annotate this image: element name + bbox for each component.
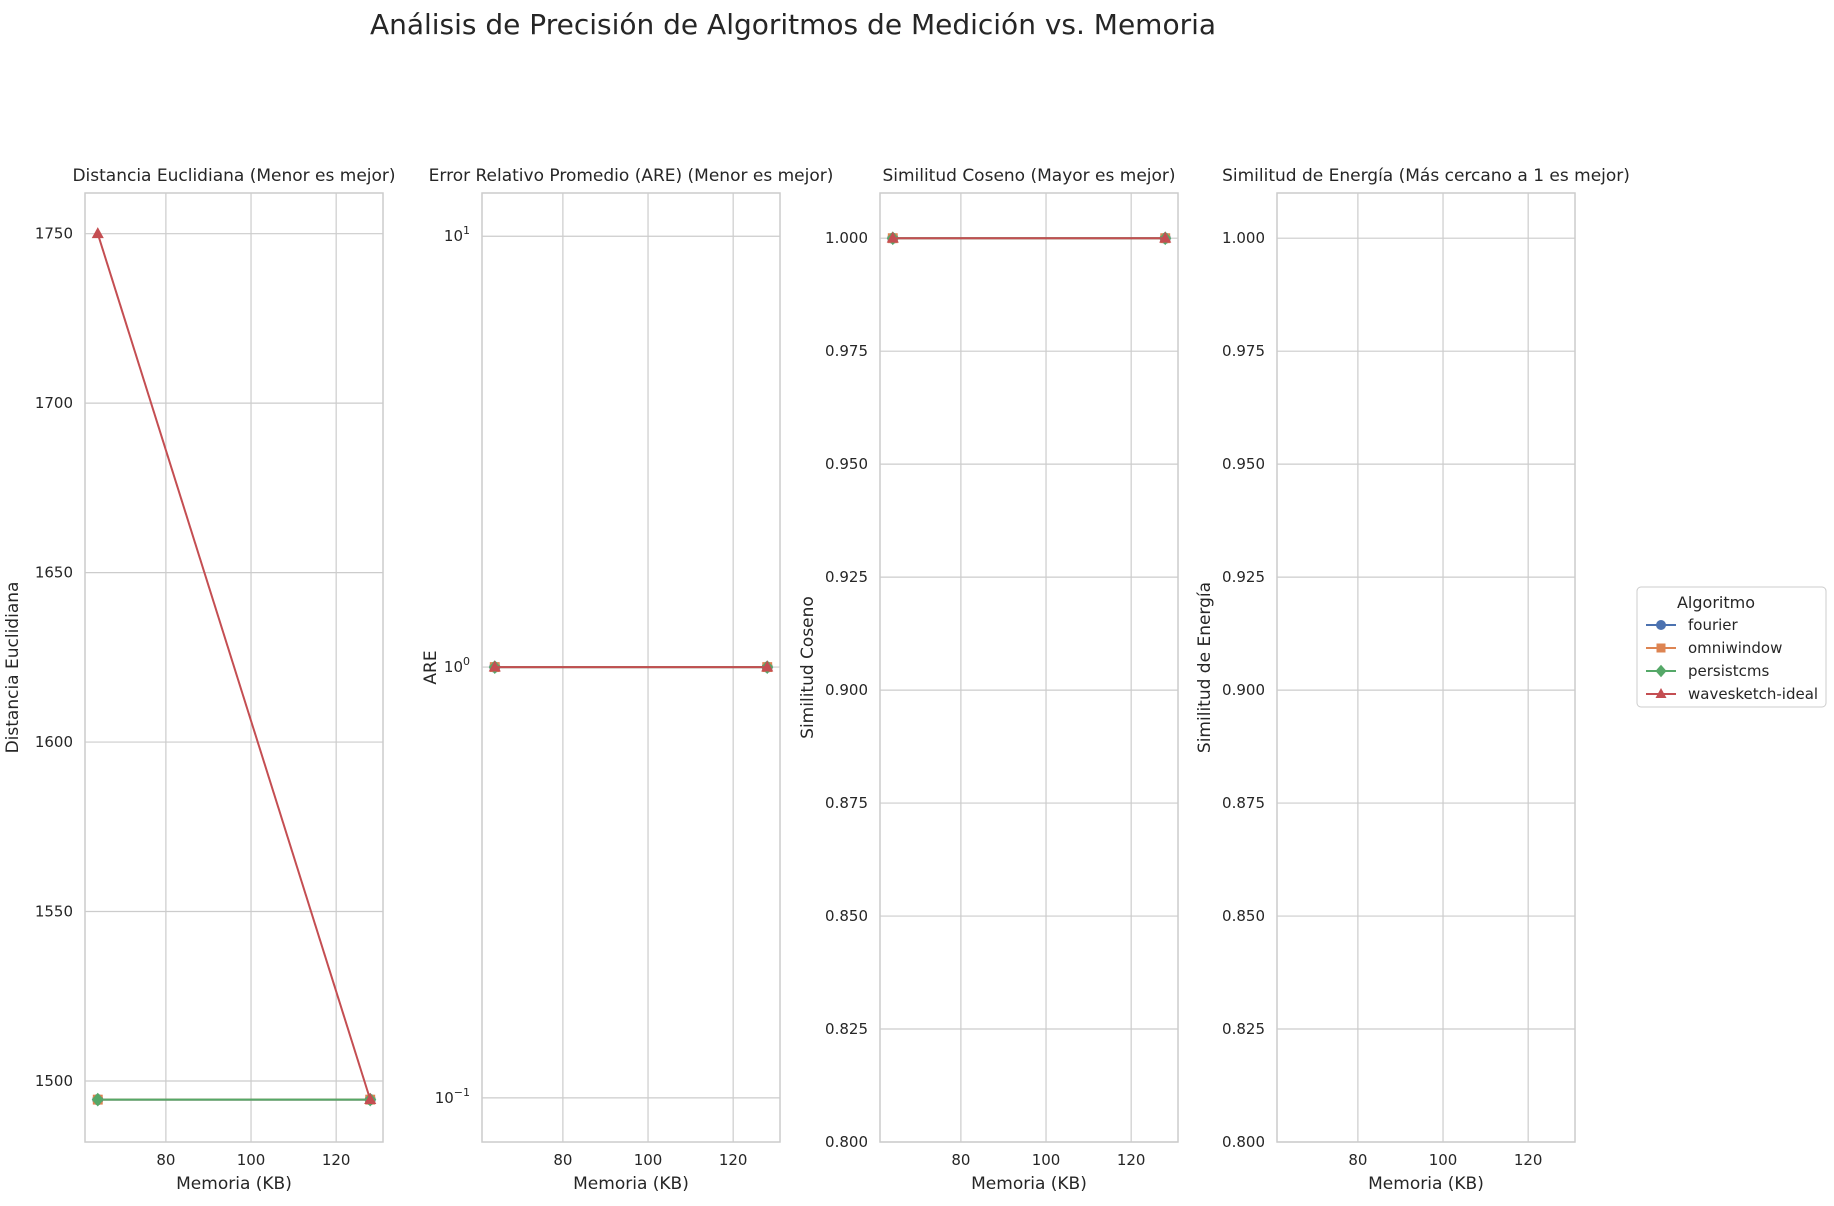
legend-title: Algoritmo <box>1677 593 1755 612</box>
x-tick-label: 100 <box>1032 1151 1061 1169</box>
y-axis-label: Distancia Euclidiana <box>3 582 23 754</box>
legend-marker-persistcms <box>1655 664 1667 678</box>
x-tick-label: 120 <box>322 1151 351 1169</box>
panel-2: 80 100 120 10−1 100 101 Error Relativo Promedi… <box>421 166 833 1194</box>
y-tick-label: 0.900 <box>1222 681 1265 699</box>
y-tick-label: 0.950 <box>825 455 868 473</box>
x-tick-label: 120 <box>1117 1151 1146 1169</box>
y-tick-label: 1.000 <box>1222 229 1265 247</box>
x-axis-label: Memoria (KB) <box>971 1174 1087 1194</box>
panel-4: 80 100 120 0.800 0.825 0.850 0.875 0.900 0.925 0.… <box>1195 166 1630 1194</box>
y-tick-label: 1600 <box>35 733 73 751</box>
x-tick-label: 80 <box>951 1151 970 1169</box>
x-tick-label: 80 <box>156 1151 175 1169</box>
panel-3: 80 100 120 0.800 0.825 0.850 0.875 0.900 0.925 0.… <box>798 166 1179 1194</box>
y-tick-label: 10−1 <box>435 1086 470 1107</box>
data-point-persistcms <box>91 1092 104 1107</box>
y-axis-label: ARE <box>421 650 441 684</box>
y-tick-label: 0.875 <box>825 794 868 812</box>
y-tick-label: 1500 <box>35 1072 73 1090</box>
legend-box <box>1636 586 1827 708</box>
axes-title: Error Relativo Promedio (ARE) (Menor es … <box>429 166 834 186</box>
y-tick-label: 0.925 <box>1222 568 1265 586</box>
axes-frame <box>879 192 1179 1143</box>
legend-label-omniwindow: omniwindow <box>1688 639 1782 657</box>
y-tick-label: 101 <box>444 224 470 245</box>
y-axis-label: Similitud de Energía <box>1195 582 1215 753</box>
y-tick-label: 1750 <box>35 225 73 243</box>
y-tick-label: 0.925 <box>825 568 868 586</box>
y-tick-label: 0.875 <box>1222 794 1265 812</box>
legend-label-fourier: fourier <box>1688 616 1739 634</box>
x-tick-label: 80 <box>553 1151 572 1169</box>
y-tick-label: 0.850 <box>825 907 868 925</box>
legend-marker-wavesketch-ideal <box>1655 688 1667 698</box>
x-tick-label: 120 <box>1514 1151 1543 1169</box>
data-point-wavesketch-ideal <box>761 660 774 672</box>
y-tick-label: 0.825 <box>825 1020 868 1038</box>
y-tick-label: 0.900 <box>825 681 868 699</box>
y-tick-label: 0.975 <box>1222 342 1265 360</box>
data-point-wavesketch-ideal <box>886 231 899 243</box>
x-tick-label: 100 <box>634 1151 663 1169</box>
x-axis-label: Memoria (KB) <box>573 1174 689 1194</box>
y-tick-label: 1700 <box>35 394 73 412</box>
y-tick-label: 0.975 <box>825 342 868 360</box>
axes-title: Similitud Coseno (Mayor es mejor) <box>882 166 1175 186</box>
y-tick-label: 0.800 <box>825 1133 868 1151</box>
x-tick-label: 120 <box>719 1151 748 1169</box>
x-axis-label: Memoria (KB) <box>176 1174 292 1194</box>
y-tick-label: 0.800 <box>1222 1133 1265 1151</box>
x-axis-label: Memoria (KB) <box>1368 1174 1484 1194</box>
data-point-wavesketch-ideal <box>91 227 104 239</box>
y-tick-label: 0.825 <box>1222 1020 1265 1038</box>
legend: Algoritmo fourier omniwindow persistcms wav… <box>1636 586 1827 708</box>
y-tick-label: 0.850 <box>1222 907 1265 925</box>
y-tick-label: 1550 <box>35 903 73 921</box>
y-tick-label: 1650 <box>35 564 73 582</box>
figure-title: Análisis de Precisión de Algoritmos de M… <box>370 8 1216 41</box>
y-tick-label: 0.950 <box>1222 455 1265 473</box>
x-tick-label: 80 <box>1348 1151 1367 1169</box>
series-line-wavesketch-ideal <box>96 233 372 1100</box>
legend-label-persistcms: persistcms <box>1688 662 1769 680</box>
legend-label-wavesketch-ideal: wavesketch-ideal <box>1688 685 1818 703</box>
axes-frame <box>481 192 781 1143</box>
axes-title: Similitud de Energía (Más cercano a 1 es… <box>1222 166 1630 186</box>
axes-title: Distancia Euclidiana (Menor es mejor) <box>72 166 395 186</box>
chart-panels: 80 100 120 1500 1550 1600 1650 1700 1750 Distanci… <box>3 166 1630 1194</box>
axes-frame <box>84 192 384 1143</box>
x-tick-label: 100 <box>237 1151 266 1169</box>
x-tick-label: 100 <box>1429 1151 1458 1169</box>
data-point-wavesketch-ideal <box>488 660 501 672</box>
panel-1: 80 100 120 1500 1550 1600 1650 1700 1750 Distanci… <box>3 166 396 1194</box>
y-tick-label: 1.000 <box>825 229 868 247</box>
axes-frame <box>1276 192 1576 1143</box>
legend-marker-fourier <box>1656 620 1666 630</box>
y-tick-label: 100 <box>444 655 470 676</box>
data-point-wavesketch-ideal <box>364 1093 377 1105</box>
y-axis-label: Similitud Coseno <box>798 596 818 739</box>
legend-marker-omniwindow <box>1656 643 1666 653</box>
data-point-wavesketch-ideal <box>1159 231 1172 243</box>
